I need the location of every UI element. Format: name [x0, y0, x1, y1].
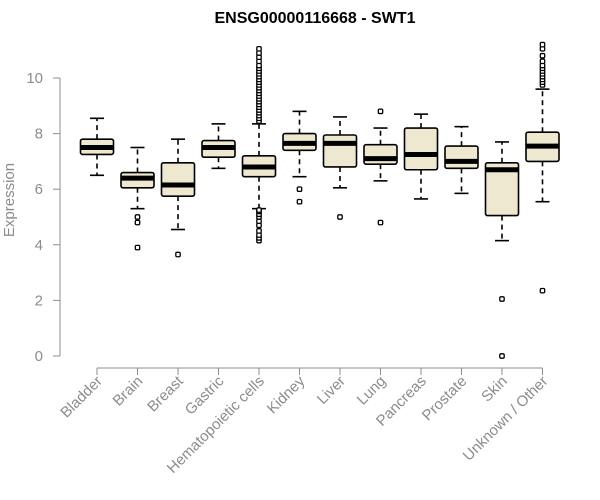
- box-iqr: [444, 145, 479, 170]
- box-group: [160, 138, 196, 258]
- outlier-point: [499, 296, 505, 302]
- box-iqr: [403, 127, 439, 171]
- box-iqr: [160, 161, 196, 197]
- outlier-point: [256, 45, 262, 52]
- box-group: [444, 125, 479, 195]
- box-group: [403, 113, 439, 200]
- x-tick-label: Kidney: [264, 372, 309, 417]
- x-tick-label: Bladder: [57, 373, 106, 422]
- outlier-point: [256, 228, 262, 234]
- outlier-point: [134, 244, 141, 251]
- outlier-point: [296, 198, 303, 205]
- box-group: [241, 45, 277, 244]
- box-group: [282, 110, 317, 205]
- outlier-point: [134, 214, 141, 220]
- plot-area: [79, 41, 560, 359]
- x-tick-label: Brain: [110, 373, 147, 410]
- y-tick-label: 0: [35, 348, 43, 365]
- box-group: [120, 146, 155, 251]
- x-tick-label: Lung: [354, 373, 390, 409]
- y-tick-label: 10: [26, 70, 43, 87]
- box-iqr: [322, 134, 358, 168]
- outlier-point: [256, 207, 262, 213]
- outlier-point: [539, 58, 546, 65]
- outlier-point: [539, 52, 546, 59]
- box-group: [322, 116, 358, 220]
- box-group: [525, 41, 560, 294]
- box-group: [363, 108, 398, 226]
- y-axis: 0 2 4 6 8 10: [26, 70, 61, 365]
- x-tick-label: Liver: [314, 373, 349, 408]
- outlier-point: [377, 108, 384, 115]
- box-iqr: [363, 143, 398, 165]
- box-group: [484, 141, 520, 359]
- box-iqr: [484, 161, 520, 217]
- box-group: [201, 123, 236, 170]
- outlier-point: [377, 219, 384, 226]
- outlier-point: [539, 41, 546, 48]
- x-tick-label: Prostate: [419, 373, 471, 425]
- outlier-point: [539, 287, 546, 294]
- outlier-point: [499, 353, 505, 359]
- y-tick-label: 6: [35, 181, 43, 198]
- x-tick-label: Skin: [478, 373, 511, 406]
- y-axis-label: Expression: [1, 163, 18, 237]
- outlier-point: [337, 214, 343, 220]
- x-tick-label: Breast: [144, 372, 187, 415]
- y-tick-label: 2: [35, 292, 43, 309]
- y-tick-label: 8: [35, 126, 43, 143]
- y-tick-label: 4: [35, 237, 43, 254]
- outlier-point: [134, 219, 141, 226]
- chart-title: ENSG00000116668 - SWT1: [214, 10, 415, 27]
- outlier-point: [296, 186, 303, 193]
- box-group: [79, 117, 115, 177]
- outlier-point: [175, 251, 181, 258]
